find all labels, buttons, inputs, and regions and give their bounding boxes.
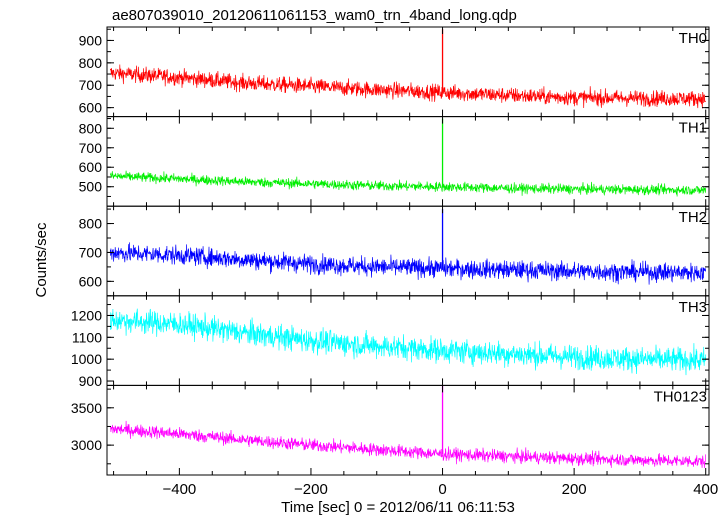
panel-label-th0: TH0	[679, 30, 707, 47]
panel-frame	[106, 116, 710, 207]
y-tick-label: 600	[79, 159, 103, 175]
x-tick-label: 400	[693, 481, 718, 498]
panels-group: 600 700 800 900 TH0 500 600 700 800 TH1 600 700 800 T…	[71, 26, 710, 476]
series-line-th1	[109, 170, 707, 197]
y-tick-label: 500	[79, 179, 103, 195]
panel-label-th2: TH2	[679, 209, 707, 226]
y-tick-label: 900	[79, 32, 103, 48]
y-tick-label: 1000	[71, 351, 102, 367]
panel-th3: 900 1000 1100 1200 TH3	[71, 295, 710, 389]
x-tick-label: 200	[562, 481, 587, 498]
y-tick-label: 600	[79, 273, 103, 289]
y-tick-label: 800	[79, 216, 103, 232]
y-tick-label: 700	[79, 77, 103, 93]
y-tick-label: 1100	[72, 329, 102, 345]
x-tick-label: −200	[294, 481, 328, 498]
panel-th1: 500 600 700 800 TH1	[79, 116, 710, 207]
x-tick-label: −400	[162, 481, 196, 498]
panel-th0: 600 700 800 900 TH0	[79, 26, 710, 118]
chart-title: ae807039010_20120611061153_wam0_trn_4ban…	[112, 7, 517, 24]
series-line-th0123	[110, 420, 707, 469]
panel-frame	[106, 26, 710, 118]
y-tick-label: 700	[79, 244, 103, 260]
x-tick-labels: −400 −200 0 200 400	[162, 481, 718, 498]
panel-th2: 600 700 800 TH2	[79, 205, 710, 297]
panel-label-th3: TH3	[679, 299, 707, 316]
y-tick-label: 1200	[71, 307, 102, 323]
series-line-th2	[109, 242, 707, 285]
panel-frame	[106, 384, 710, 476]
x-axis-label: Time [sec] 0 = 2012/06/11 06:11:53	[281, 499, 515, 516]
y-tick-label: 800	[79, 55, 103, 71]
y-tick-label: 600	[79, 100, 103, 116]
x-tick-label: 0	[438, 481, 446, 498]
panel-frame	[106, 295, 710, 386]
y-tick-label: 900	[79, 373, 103, 389]
y-tick-label: 3500	[71, 400, 102, 416]
series-line-th3	[109, 308, 707, 376]
panel-frame	[106, 205, 710, 297]
series-line-th0	[109, 64, 707, 109]
panel-label-th1: TH1	[679, 120, 707, 137]
panel-th0123: 3000 3500 TH0123	[71, 384, 710, 476]
y-axis-label: Counts/sec	[33, 222, 50, 298]
y-tick-label: 800	[79, 120, 103, 136]
y-tick-label: 700	[79, 140, 103, 156]
panel-label-th0123: TH0123	[654, 388, 707, 405]
y-tick-label: 3000	[71, 437, 102, 453]
